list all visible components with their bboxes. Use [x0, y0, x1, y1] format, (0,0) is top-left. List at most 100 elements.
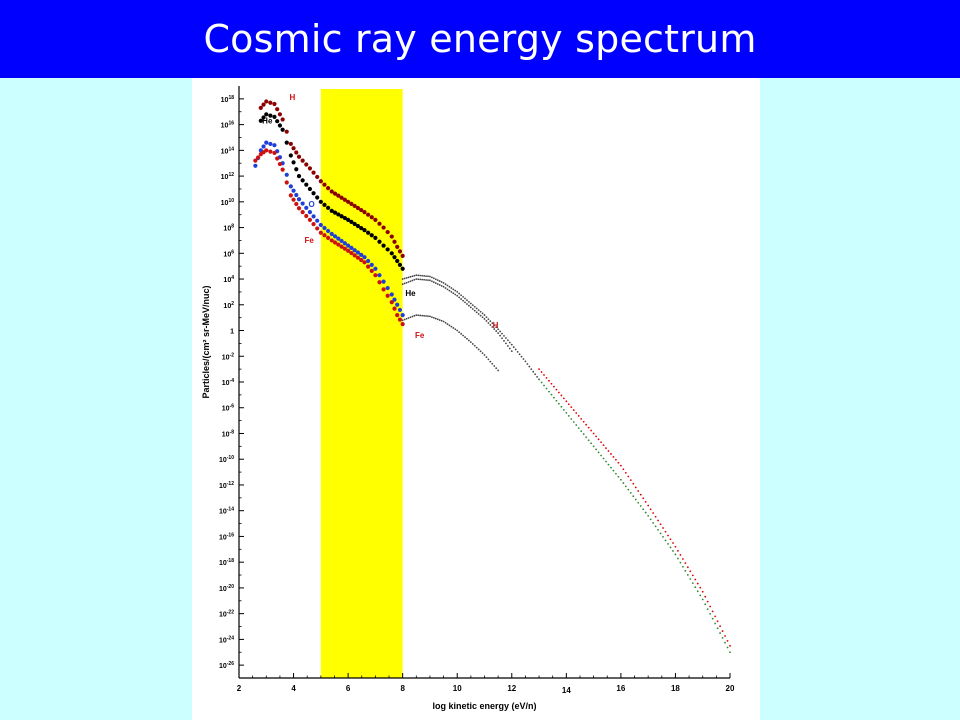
- data-point: [491, 322, 494, 325]
- data-point: [401, 283, 404, 286]
- data-point: [421, 278, 424, 281]
- data-point: [392, 297, 397, 302]
- data-point: [425, 279, 427, 281]
- data-point: [617, 461, 620, 464]
- data-point: [450, 287, 453, 289]
- data-point: [701, 590, 704, 593]
- data-point: [684, 562, 687, 565]
- data-point: [619, 464, 622, 467]
- data-point: [567, 403, 570, 406]
- y-tick-label: 10-18: [219, 558, 234, 567]
- data-point: [415, 274, 418, 277]
- data-point: [572, 409, 575, 411]
- data-point: [632, 495, 635, 498]
- data-point: [405, 317, 408, 320]
- data-point: [318, 179, 323, 184]
- data-point: [721, 630, 724, 632]
- data-point: [450, 325, 453, 328]
- data-point: [304, 162, 309, 167]
- data-point: [520, 355, 523, 358]
- data-point: [377, 221, 382, 226]
- data-point: [466, 299, 468, 302]
- data-point: [401, 319, 404, 322]
- data-point: [709, 605, 712, 608]
- data-point: [590, 429, 593, 432]
- data-point: [489, 324, 492, 326]
- data-point: [475, 307, 478, 310]
- data-point: [644, 511, 647, 514]
- data-point: [377, 280, 382, 285]
- data-point: [336, 242, 341, 247]
- data-point: [674, 553, 677, 556]
- data-point: [540, 381, 543, 384]
- data-point: [272, 101, 277, 107]
- data-point: [403, 282, 406, 285]
- data-point: [385, 285, 390, 291]
- data-point: [352, 253, 357, 258]
- data-point: [468, 339, 470, 342]
- data-point: [403, 277, 406, 280]
- data-point: [373, 273, 378, 278]
- data-point: [724, 635, 726, 637]
- data-point: [686, 566, 689, 569]
- data-point: [444, 283, 447, 286]
- data-point: [694, 578, 697, 581]
- highlight-band: [320, 89, 403, 678]
- data-point: [493, 365, 496, 367]
- y-tick-label: 10-10: [219, 455, 234, 464]
- data-point: [366, 264, 371, 269]
- data-point: [706, 608, 709, 610]
- data-point: [689, 578, 692, 580]
- data-point: [389, 234, 394, 239]
- data-point: [489, 320, 492, 323]
- data-point: [332, 240, 338, 245]
- data-point: [322, 202, 327, 207]
- data-point: [311, 222, 316, 227]
- data-point: [336, 236, 341, 241]
- data-point: [704, 595, 707, 598]
- data-point: [448, 289, 451, 292]
- data-point: [477, 309, 480, 312]
- series-h-low-energy: [258, 99, 405, 258]
- data-point: [311, 170, 316, 175]
- data-point: [652, 512, 655, 514]
- data-point: [681, 565, 684, 568]
- data-point: [499, 334, 501, 337]
- data-point: [489, 360, 492, 363]
- data-point: [264, 112, 269, 117]
- x-axis-title: log kinetic energy (eV/n): [432, 701, 536, 711]
- data-point: [634, 498, 637, 501]
- data-point: [332, 210, 338, 215]
- series-label-h: H: [289, 93, 295, 102]
- data-point: [419, 274, 422, 277]
- data-point: [729, 644, 731, 647]
- data-point: [495, 326, 498, 329]
- data-point: [407, 276, 410, 279]
- data-point: [642, 508, 645, 511]
- series-label-he: He: [405, 289, 416, 298]
- data-point: [704, 603, 707, 606]
- data-point: [567, 415, 570, 417]
- y-tick-label: 1: [230, 329, 234, 336]
- data-point: [304, 213, 309, 219]
- data-point: [326, 205, 331, 210]
- data-point: [464, 297, 466, 300]
- data-point: [277, 161, 283, 167]
- data-point: [629, 492, 632, 494]
- spectrum-chart: 2 4 6 8 10 12 14 16 18 20101810161014101210101081…: [201, 86, 735, 711]
- data-point: [355, 205, 361, 211]
- data-point: [395, 258, 400, 264]
- data-point: [436, 279, 439, 282]
- data-point: [421, 314, 424, 317]
- data-point: [458, 292, 461, 295]
- data-point: [440, 281, 443, 283]
- data-point: [669, 538, 672, 541]
- data-point: [261, 115, 266, 120]
- data-point: [674, 545, 677, 548]
- data-point: [392, 306, 397, 311]
- data-point: [352, 221, 357, 227]
- data-point: [397, 317, 403, 322]
- data-point: [602, 444, 605, 447]
- data-point: [377, 273, 382, 278]
- data-point: [401, 278, 404, 280]
